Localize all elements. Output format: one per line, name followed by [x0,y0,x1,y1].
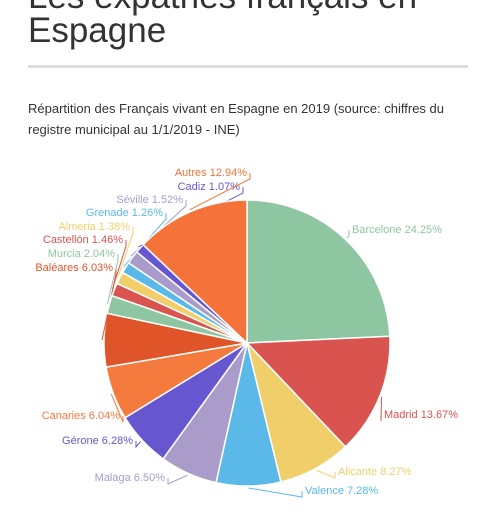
slice-name: Barcelone [352,224,402,236]
slice-label: Grenade 1.26% [86,207,163,219]
leader-line [117,227,134,278]
slice-label: Castellón 1.46% [43,234,123,246]
slice-name: Malaga [95,472,132,484]
slice-label: Madrid 13.67% [384,409,458,421]
slice-value: 24.25% [405,224,443,236]
slice-label: Alicante 8.27% [338,466,412,478]
chart-title: Répartition des Français vivant en Espag… [28,101,444,137]
pie-slice [245,335,391,448]
slice-value: 6.28% [102,435,133,447]
divider [28,65,468,68]
slice-name: Alicante [338,466,377,478]
slice-value: 2.04% [84,248,115,260]
slice-value: 6.03% [82,262,113,274]
slice-value: 1.46% [92,234,123,246]
slice-label: Canaries 6.04% [42,410,121,422]
leader-line [110,393,124,423]
page-title: Les expatriés français en Espagne [28,0,417,50]
slice-label: Barcelone 24.25% [352,224,442,236]
leader-line [316,469,336,479]
slice-name: Séville [116,194,148,206]
slice-name: Grenade [86,207,129,219]
slice-name: Canaries [42,410,87,422]
slice-value: 13.67% [421,409,459,421]
slice-name: Cadiz [178,181,206,193]
leader-line [189,173,251,211]
slice-value: 6.04% [89,410,120,422]
slice-name: Autres [175,167,207,179]
slice-value: 12.94% [210,167,248,179]
leader-line [112,240,127,289]
slice-label: Autres 12.94% [175,167,247,179]
leader-line [248,487,303,498]
slice-label: Malaga 6.50% [95,472,166,484]
slice-value: 7.28% [347,485,378,497]
leader-line [346,230,350,239]
pie-slice [246,199,391,344]
slice-value: 1.26% [132,207,163,219]
slice-name: Castellón [43,234,89,246]
slice-label: Murcia 2.04% [48,248,115,260]
leader-line [135,441,141,449]
leader-line [167,474,188,485]
slice-name: Madrid [384,409,418,421]
leader-line [106,254,119,304]
slice-name: Gérone [62,435,99,447]
slice-label: Séville 1.52% [116,194,183,206]
slice-name: Murcia [48,248,82,260]
slice-label: Baléares 6.03% [35,262,113,274]
slice-value: 6.50% [134,472,165,484]
slice-value: 1.52% [152,194,183,206]
slice-label: Valence 7.28% [305,485,378,497]
slice-value: 1.38% [99,221,130,233]
slice-name: Valence [305,485,344,497]
pie-slice [142,199,248,345]
slice-value: 1.07% [209,181,240,193]
leader-line [380,397,383,422]
slice-name: Baléares [35,262,79,274]
slice-label: Cadiz 1.07% [178,181,241,193]
slice-name: Almeria [58,221,96,233]
slice-label: Gérone 6.28% [62,435,133,447]
slice-value: 8.27% [380,466,411,478]
slice-label: Almeria 1.38% [58,221,130,233]
